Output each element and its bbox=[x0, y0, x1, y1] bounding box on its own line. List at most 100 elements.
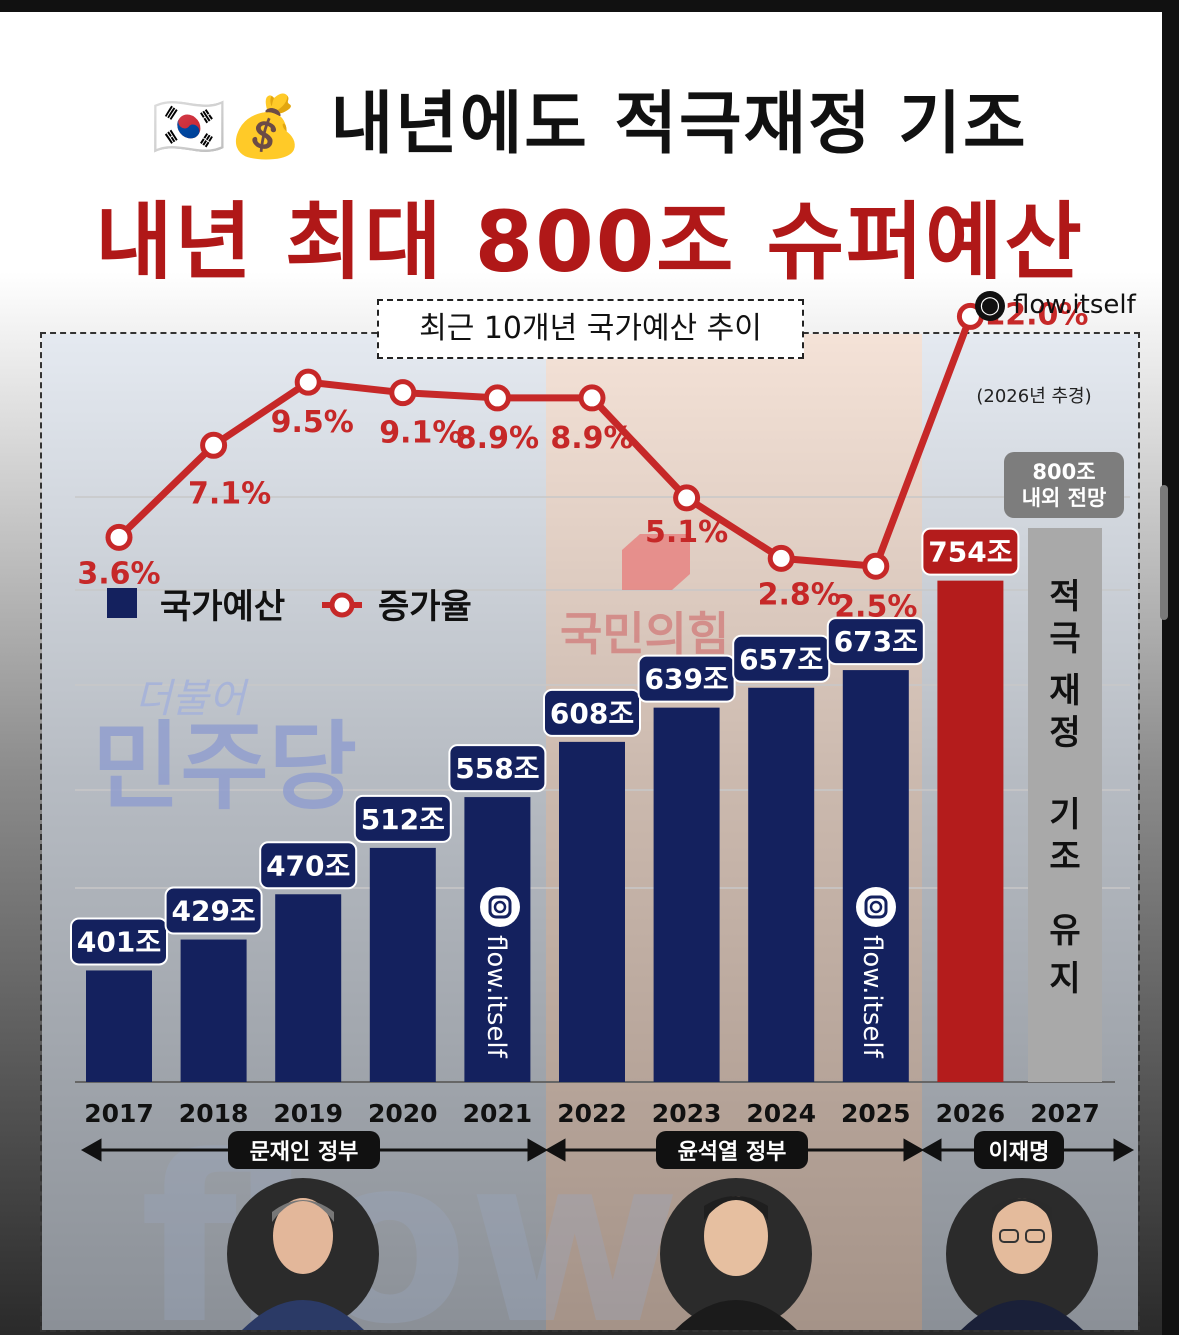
rate-point bbox=[673, 484, 701, 512]
account-handle: flow.itself bbox=[1013, 290, 1136, 320]
x-tick-label: 2019 bbox=[273, 1099, 343, 1128]
rate-value-label: 2.8% bbox=[758, 577, 841, 612]
x-tick-label: 2022 bbox=[557, 1099, 627, 1128]
bar-value-label: 558조 bbox=[455, 752, 539, 785]
bar-value-label: 657조 bbox=[739, 643, 823, 676]
bar-value-label: 754조 bbox=[928, 536, 1012, 569]
rate-line bbox=[116, 315, 974, 570]
bar bbox=[653, 707, 720, 1082]
bar-labels-layer: 401조 429조 470조 512조 558조 608조 639조 657조 673조 754조 bbox=[70, 527, 1020, 966]
bar bbox=[86, 970, 152, 1082]
title-text: 내년에도 적극재정 기조 bbox=[330, 85, 1028, 164]
headline: 내년 최대 800조 슈퍼예산 bbox=[95, 193, 1084, 291]
account-credit[interactable]: ◯ flow.itself bbox=[975, 290, 1136, 321]
legend-rate-marker bbox=[329, 592, 355, 618]
rate-points-layer bbox=[105, 302, 984, 580]
era-label-lee: 이재명 bbox=[974, 1131, 1064, 1169]
x-tick-label: 2026 bbox=[936, 1099, 1006, 1128]
bar bbox=[842, 670, 909, 1082]
bar bbox=[369, 847, 436, 1082]
rate-value-label: 2.5% bbox=[834, 589, 917, 624]
bar bbox=[180, 939, 247, 1082]
legend-bar-swatch bbox=[107, 588, 137, 618]
bar-label-box bbox=[259, 841, 358, 890]
bar bbox=[748, 687, 815, 1082]
bar-watermark-2021: flow.itself bbox=[480, 887, 520, 1059]
bar-value-label: 429조 bbox=[171, 895, 255, 928]
forecast-char: 조 bbox=[1049, 837, 1080, 877]
x-tick-label: 2024 bbox=[746, 1099, 816, 1128]
bar-label-box bbox=[921, 527, 1020, 576]
legend-budget-label: 국가예산 bbox=[160, 587, 285, 627]
rate-value-label: 8.9% bbox=[456, 421, 539, 456]
era-label-text: 윤석열 정부 bbox=[678, 1140, 787, 1165]
rate-value-label: 5.1% bbox=[645, 515, 728, 550]
era-label-text: 이재명 bbox=[989, 1140, 1050, 1165]
forecast-char: 적 bbox=[1049, 577, 1080, 617]
rate-point bbox=[389, 379, 417, 407]
bar-label-box bbox=[70, 917, 168, 966]
page-title: 🇰🇷💰 내년에도 적극재정 기조 bbox=[0, 68, 1179, 167]
x-tick-label: 2020 bbox=[368, 1099, 438, 1128]
instagram-icon bbox=[856, 887, 896, 927]
bar-watermark-2025: flow.itself bbox=[856, 887, 896, 1059]
ppp-logo-icon bbox=[622, 534, 690, 590]
bar-2027-forecast bbox=[1028, 528, 1102, 1082]
x-tick-label: 2018 bbox=[179, 1099, 249, 1128]
rate-point bbox=[862, 552, 890, 580]
x-tick-label: 2023 bbox=[652, 1099, 722, 1128]
bars-layer bbox=[86, 580, 1004, 1082]
bar-value-label: 673조 bbox=[834, 625, 918, 658]
bar-label-box bbox=[448, 744, 547, 793]
forecast-char: 극 bbox=[1049, 619, 1080, 659]
rate-value-label: 3.6% bbox=[77, 556, 160, 591]
forecast-badge-line2: 내외 전망 bbox=[1022, 486, 1107, 510]
bar-label-box bbox=[353, 794, 452, 843]
x-tick-labels: 2017 2018 2019 2020 2021 2022 2023 2024 2025 2026… bbox=[84, 1099, 1100, 1128]
bar-value-label: 639조 bbox=[644, 663, 728, 696]
bar-value-label: 470조 bbox=[266, 849, 350, 882]
portrait-lee bbox=[946, 1178, 1098, 1330]
bar-handle-2021: flow.itself bbox=[481, 935, 511, 1059]
democrat-watermark: 민주당 bbox=[92, 711, 357, 823]
rate-point bbox=[767, 544, 795, 572]
x-tick-label: 2017 bbox=[84, 1099, 154, 1128]
flow-watermark: flow bbox=[140, 1108, 681, 1335]
rate-point bbox=[483, 384, 511, 412]
portrait-moon bbox=[227, 1178, 379, 1330]
x-tick-label: 2027 bbox=[1030, 1099, 1100, 1128]
bar bbox=[559, 741, 625, 1082]
instagram-icon bbox=[480, 887, 520, 927]
rate-note: (2026년 추경) bbox=[976, 386, 1091, 407]
x-tick-label: 2025 bbox=[841, 1099, 911, 1128]
bar bbox=[275, 894, 342, 1082]
forecast-badge-line1: 800조 bbox=[1032, 460, 1095, 484]
legend: 국가예산 증가율 bbox=[107, 587, 472, 627]
bar-value-label: 512조 bbox=[361, 803, 445, 836]
rate-labels-layer: 3.6%7.1%9.5% 9.1%8.9% 8.9%5.1%2.8%2.5%12.0… bbox=[77, 297, 1088, 624]
forecast-char: 기 bbox=[1049, 795, 1080, 835]
era-label-text: 문재인 정부 bbox=[250, 1140, 359, 1165]
bar-label-box bbox=[543, 688, 641, 737]
forecast-char: 유 bbox=[1049, 911, 1080, 951]
chart-title: 최근 10개년 국가예산 추이 bbox=[377, 299, 804, 359]
democrat-watermark-small: 더불어 bbox=[135, 676, 250, 722]
rate-point bbox=[578, 384, 606, 412]
scrollbar[interactable] bbox=[1160, 485, 1168, 620]
bar-handle-2025: flow.itself bbox=[857, 935, 887, 1059]
bar-value-label: 401조 bbox=[77, 925, 161, 958]
money-bag-icon: 💰 bbox=[228, 92, 305, 162]
portrait-yoon bbox=[660, 1178, 812, 1330]
bar-label-box bbox=[164, 886, 263, 935]
forecast-char: 재 bbox=[1049, 671, 1080, 711]
rate-value-label: 9.5% bbox=[271, 405, 354, 440]
era-label-moon: 문재인 정부 bbox=[228, 1131, 380, 1169]
x-tick-label: 2021 bbox=[463, 1099, 533, 1128]
korea-flag-icon: 🇰🇷 bbox=[151, 92, 229, 162]
bar-value-label: 608조 bbox=[550, 697, 634, 730]
rate-value-label: 7.1% bbox=[188, 476, 271, 511]
legend-rate-label: 증가율 bbox=[378, 587, 472, 627]
bar bbox=[937, 580, 1004, 1082]
rate-value-label: 9.1% bbox=[379, 416, 462, 451]
